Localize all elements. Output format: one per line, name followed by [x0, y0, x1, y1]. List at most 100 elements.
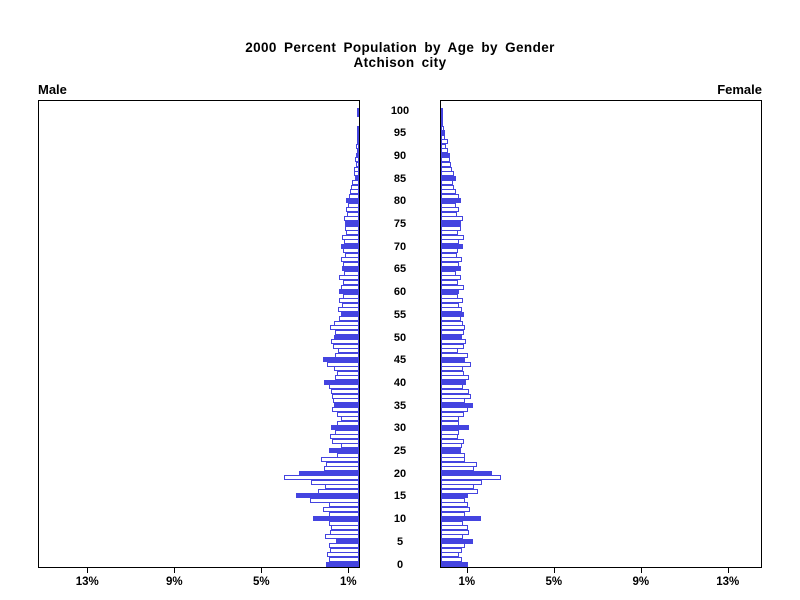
male-bar-age-72	[341, 234, 359, 240]
male-bar-age-19	[283, 475, 359, 481]
percent-tick-label-9%: 9%	[632, 576, 650, 588]
female-bar-age-75	[441, 221, 461, 226]
female-bar-age-59	[441, 293, 459, 299]
male-bar-age-26	[340, 443, 359, 449]
female-bar-age-11	[441, 511, 465, 517]
age-tick-label-60: 60	[393, 286, 407, 299]
male-bar-age-52	[329, 325, 359, 331]
male-bar-age-79	[348, 202, 359, 208]
female-bar-age-23	[441, 457, 465, 463]
female-bar-age-36	[441, 398, 465, 404]
female-bar-age-17	[441, 484, 474, 490]
female-bar-age-56	[441, 307, 462, 313]
female-bar-age-89	[441, 157, 450, 163]
male-bar-age-63	[339, 275, 359, 281]
male-bar-age-25	[328, 448, 359, 453]
male-bar-age-29	[335, 429, 359, 435]
male-bar-age-73	[345, 230, 359, 236]
male-bar-age-89	[354, 157, 359, 163]
male-bar-age-69	[342, 248, 359, 254]
male-bar-age-87	[353, 166, 359, 172]
age-tick-label-40: 40	[393, 376, 407, 389]
female-bar-age-85	[441, 175, 457, 181]
percent-tick-label-1%: 1%	[339, 576, 357, 588]
female-bar-age-40	[441, 379, 466, 385]
female-bar-age-6	[441, 534, 463, 540]
female-bar-age-90	[441, 152, 450, 158]
percent-tick-label-13%: 13%	[716, 576, 740, 588]
female-bar-age-77	[441, 211, 458, 217]
male-bar-age-39	[328, 384, 359, 390]
percent-tick	[727, 568, 729, 573]
male-bar-age-66	[342, 261, 359, 267]
age-tick-label-75: 75	[393, 218, 407, 230]
male-bar-age-92	[355, 143, 359, 149]
percent-tick	[640, 568, 642, 573]
female-bar-age-42	[441, 370, 464, 376]
female-bar-age-57	[441, 302, 460, 308]
male-bar-age-88	[355, 161, 359, 167]
age-tick-label-50: 50	[393, 331, 407, 344]
male-bar-age-80	[345, 198, 359, 204]
percent-tick-label-9%: 9%	[165, 576, 183, 588]
male-bar-age-55	[340, 311, 359, 317]
male-bar-age-42	[337, 370, 359, 376]
female-bar-age-19	[441, 475, 501, 481]
male-bar-age-68	[344, 252, 359, 258]
male-bar-age-37	[331, 393, 359, 399]
male-bar-age-13	[328, 502, 359, 508]
female-bar-age-68	[441, 252, 458, 258]
male-bar-age-82	[350, 189, 359, 195]
age-tick-label-10: 10	[393, 513, 407, 526]
male-bar-age-21	[324, 466, 359, 472]
female-bar-age-16	[441, 488, 478, 494]
female-bar-age-13	[441, 502, 469, 508]
female-bar-age-72	[441, 234, 464, 240]
age-tick-label-35: 35	[393, 399, 407, 412]
male-bar-age-5	[336, 538, 359, 544]
percent-tick-label-5%: 5%	[252, 576, 270, 588]
male-bar-age-2	[327, 552, 359, 558]
male-bar-age-53	[334, 320, 359, 326]
age-tick-label-30: 30	[393, 422, 407, 435]
female-bar-age-91	[441, 148, 448, 154]
male-bar-age-20	[299, 470, 359, 476]
male-bar-age-16	[317, 488, 359, 494]
female-bar-age-82	[441, 189, 457, 195]
percent-tick	[553, 568, 555, 573]
female-bar-age-54	[441, 316, 461, 322]
age-tick-label-45: 45	[393, 354, 407, 367]
female-bar-age-22	[441, 461, 477, 467]
female-bar-age-8	[441, 525, 469, 531]
female-bar-age-47	[441, 348, 459, 354]
female-bar-age-46	[441, 352, 469, 358]
age-tick-label-100: 100	[390, 104, 410, 117]
male-bar-age-78	[345, 207, 359, 213]
male-bar-age-48	[332, 343, 359, 349]
male-bar-age-65	[341, 266, 359, 272]
female-bar-age-87	[441, 166, 452, 172]
male-bar-age-86	[353, 171, 359, 177]
age-tick-label-5: 5	[396, 535, 404, 548]
female-bar-age-84	[441, 180, 453, 186]
percent-tick	[87, 568, 89, 573]
female-bar-age-24	[441, 452, 465, 458]
female-bar-age-39	[441, 384, 463, 390]
female-bar-age-55	[441, 311, 464, 317]
female-bar-age-25	[441, 448, 461, 453]
female-bar-age-70	[441, 243, 463, 249]
female-bar-age-80	[441, 198, 461, 204]
male-bar-age-62	[342, 280, 359, 286]
female-bar-age-20	[441, 470, 493, 476]
percent-tick	[174, 568, 176, 573]
age-tick-label-20: 20	[393, 467, 407, 480]
female-bar-age-52	[441, 325, 465, 331]
female-bar-age-93	[441, 139, 448, 145]
male-bar-age-57	[341, 302, 359, 308]
male-bar-age-51	[335, 329, 359, 335]
age-tick-label-55: 55	[393, 308, 407, 321]
female-bar-age-100	[441, 107, 444, 113]
male-bar-age-28	[329, 434, 359, 440]
male-panel-label: Male	[38, 82, 67, 97]
